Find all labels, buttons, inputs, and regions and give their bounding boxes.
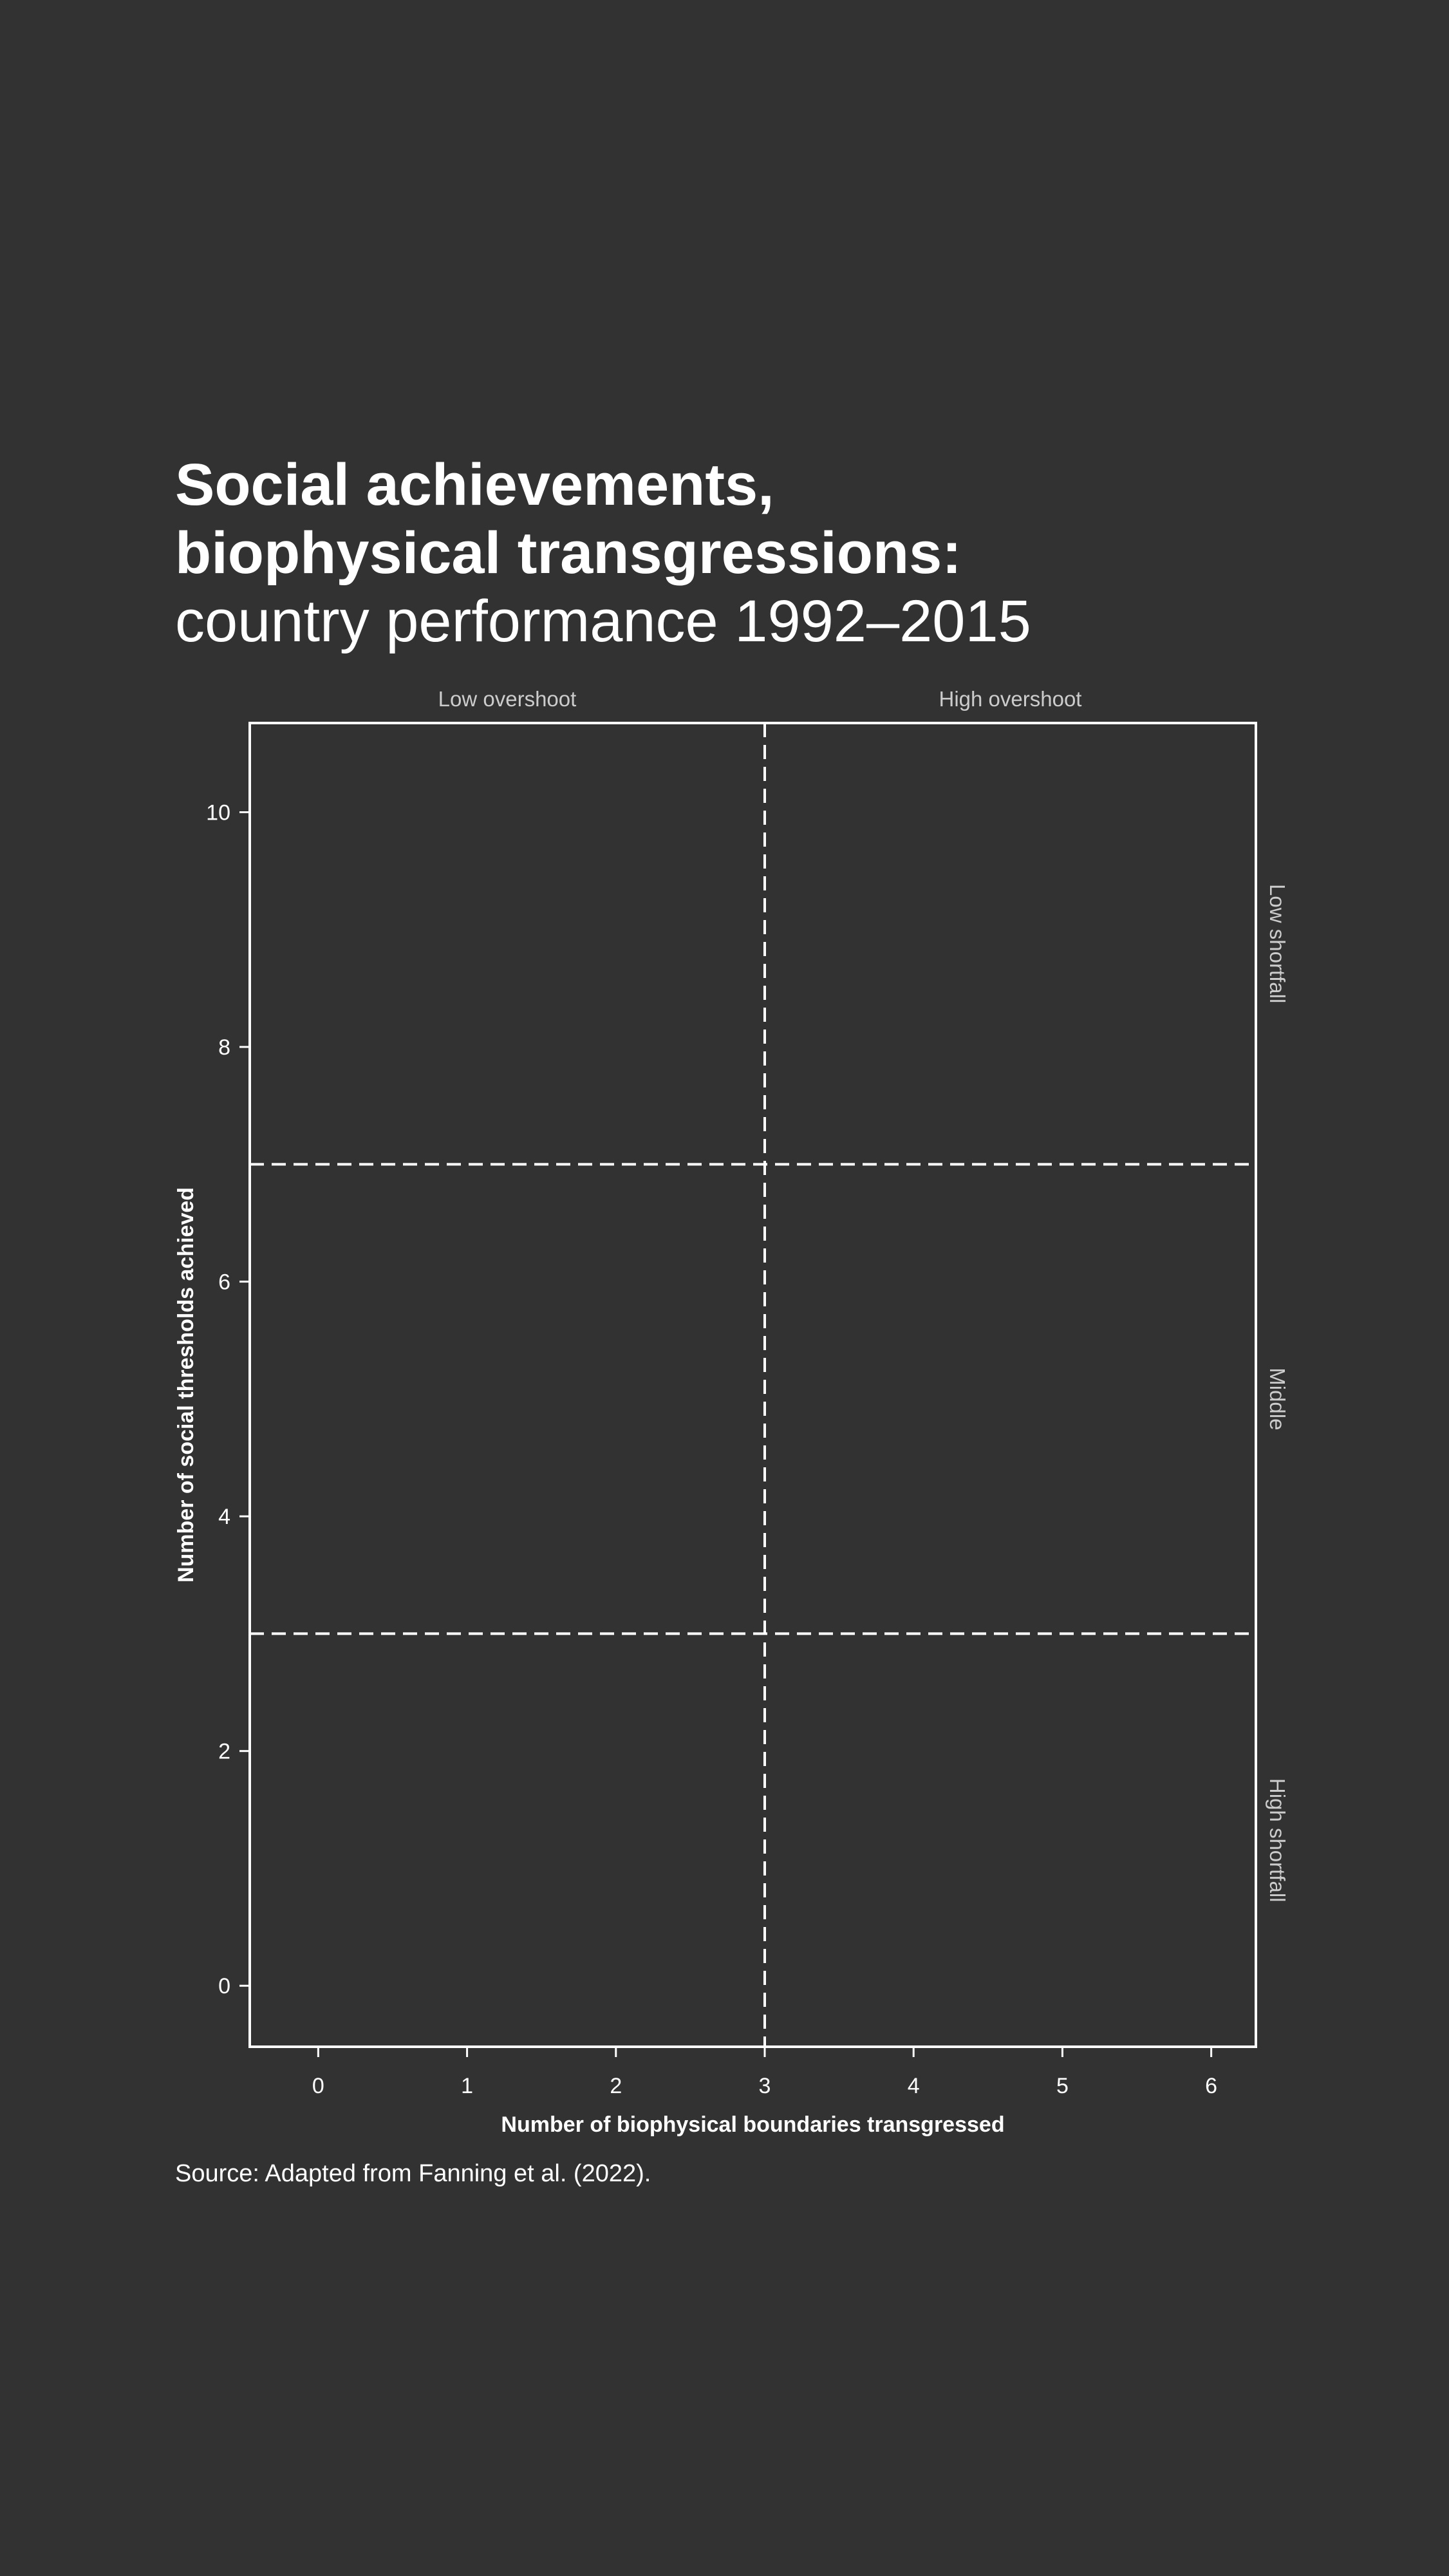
row-region-label: High shortfall [1266, 1778, 1289, 1903]
plot-frame [248, 722, 1257, 2048]
x-tick-label: 6 [1205, 2074, 1217, 2098]
y-tick-label: 4 [218, 1505, 230, 1529]
x-tick-label: 2 [610, 2074, 622, 2098]
y-tick-label: 6 [218, 1270, 230, 1295]
y-tick-label: 2 [218, 1740, 230, 1764]
x-tick-label: 1 [461, 2074, 473, 2098]
x-tick-label: 3 [759, 2074, 771, 2098]
row-region-label: Low shortfall [1266, 884, 1289, 1003]
scatter-chart: 0 1 2 3 4 5 6 0 2 4 6 8 10 Number of biophysical boun… [174, 687, 1289, 2137]
chart-title-line-1: Social achievements, [175, 452, 774, 518]
column-region-label: High overshoot [939, 687, 1082, 711]
y-tick-label: 10 [206, 801, 230, 825]
source-note: Source: Adapted from Fanning et al. (202… [175, 2160, 651, 2187]
x-tick-label: 0 [312, 2074, 324, 2098]
chart-title-block: Social achievements, biophysical transgr… [175, 451, 1398, 655]
y-axis-label: Number of social thresholds achieved [174, 1187, 198, 1583]
row-region-label: Middle [1266, 1368, 1289, 1430]
x-tick-label: 5 [1056, 2074, 1069, 2098]
y-tick-label: 8 [218, 1035, 230, 1060]
x-tick-label: 4 [908, 2074, 920, 2098]
y-tick-label: 0 [218, 1974, 230, 1998]
chart-title-line-2: biophysical transgressions: [175, 520, 962, 586]
column-region-label: Low overshoot [438, 687, 577, 711]
x-axis-label: Number of biophysical boundaries transgr… [501, 2112, 1004, 2137]
chart-subtitle: country performance 1992–2015 [175, 588, 1031, 654]
